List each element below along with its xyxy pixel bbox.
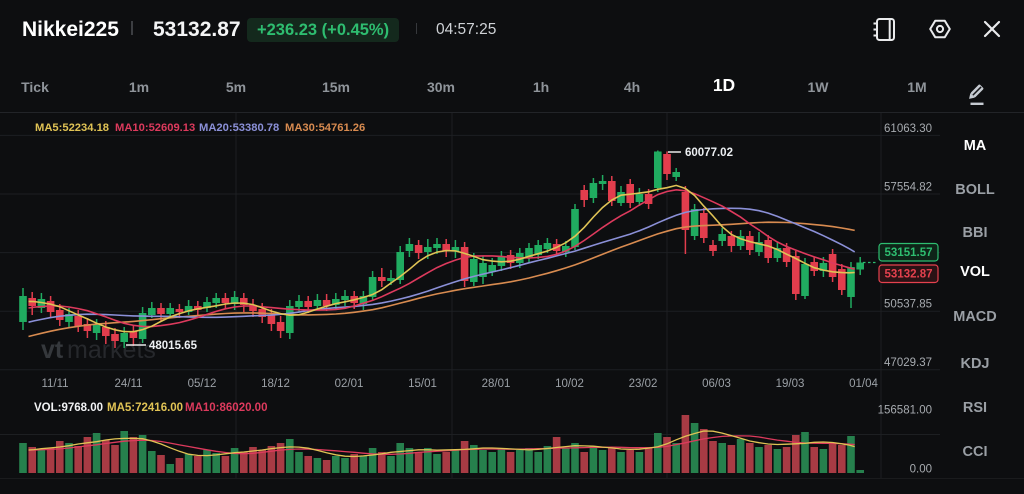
svg-text:11/11: 11/11 [41,378,68,390]
svg-text:MA5:52234.18: MA5:52234.18 [35,122,109,134]
svg-text:MA10:86020.00: MA10:86020.00 [185,402,267,414]
svg-text:48015.65: 48015.65 [149,340,198,352]
svg-text:28/01: 28/01 [482,378,511,390]
svg-text:vt: vt [41,336,64,364]
svg-text:53151.57: 53151.57 [885,247,933,259]
svg-text:10/02: 10/02 [555,378,584,390]
svg-text:VOL:9768.00: VOL:9768.00 [34,402,103,414]
svg-text:0.00: 0.00 [910,464,932,476]
svg-text:02/01: 02/01 [335,378,364,390]
svg-text:18/12: 18/12 [261,378,290,390]
svg-text:50537.85: 50537.85 [884,299,932,311]
svg-text:24/11: 24/11 [115,378,143,390]
svg-text:01/04: 01/04 [849,378,878,390]
svg-text:19/03: 19/03 [776,378,805,390]
svg-text:57554.82: 57554.82 [884,182,932,194]
svg-text:MA20:53380.78: MA20:53380.78 [199,122,279,134]
svg-text:53132.87: 53132.87 [885,269,933,281]
svg-text:23/02: 23/02 [629,378,658,390]
svg-text:MA5:72416.00: MA5:72416.00 [107,402,183,414]
svg-text:05/12: 05/12 [188,378,217,390]
svg-text:60077.02: 60077.02 [685,147,733,159]
svg-text:MA10:52609.13: MA10:52609.13 [115,122,195,134]
svg-text:61063.30: 61063.30 [884,123,932,135]
svg-text:MA30:54761.26: MA30:54761.26 [285,122,365,134]
svg-text:47029.37: 47029.37 [884,357,932,369]
svg-text:06/03: 06/03 [702,378,731,390]
svg-text:156581.00: 156581.00 [878,405,932,417]
svg-text:15/01: 15/01 [408,378,437,390]
